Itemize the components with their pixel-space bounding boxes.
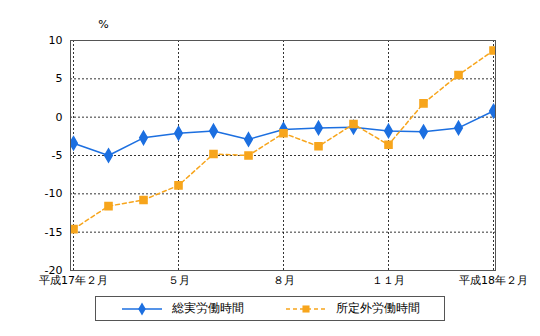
svg-text:平成18年２月: 平成18年２月 — [459, 274, 528, 287]
svg-text:平成17年２月: 平成17年２月 — [39, 274, 108, 287]
svg-text:１１月: １１月 — [372, 274, 405, 287]
svg-text:0: 0 — [56, 111, 63, 124]
svg-text:-20: -20 — [44, 264, 63, 277]
svg-text:-5: -5 — [52, 149, 63, 162]
svg-text:８月: ８月 — [273, 274, 295, 287]
svg-text:5: 5 — [56, 72, 63, 85]
html-text:総実労働時間: 総実労働時間 — [172, 301, 244, 315]
svg-text:%: % — [98, 18, 108, 31]
svg-text:５月: ５月 — [168, 274, 190, 287]
html-text:所定外労働時間: 所定外労働時間 — [336, 301, 420, 315]
svg-text:-15: -15 — [45, 226, 63, 239]
svg-text:10: 10 — [49, 34, 63, 47]
svg-text:-10: -10 — [45, 187, 63, 200]
